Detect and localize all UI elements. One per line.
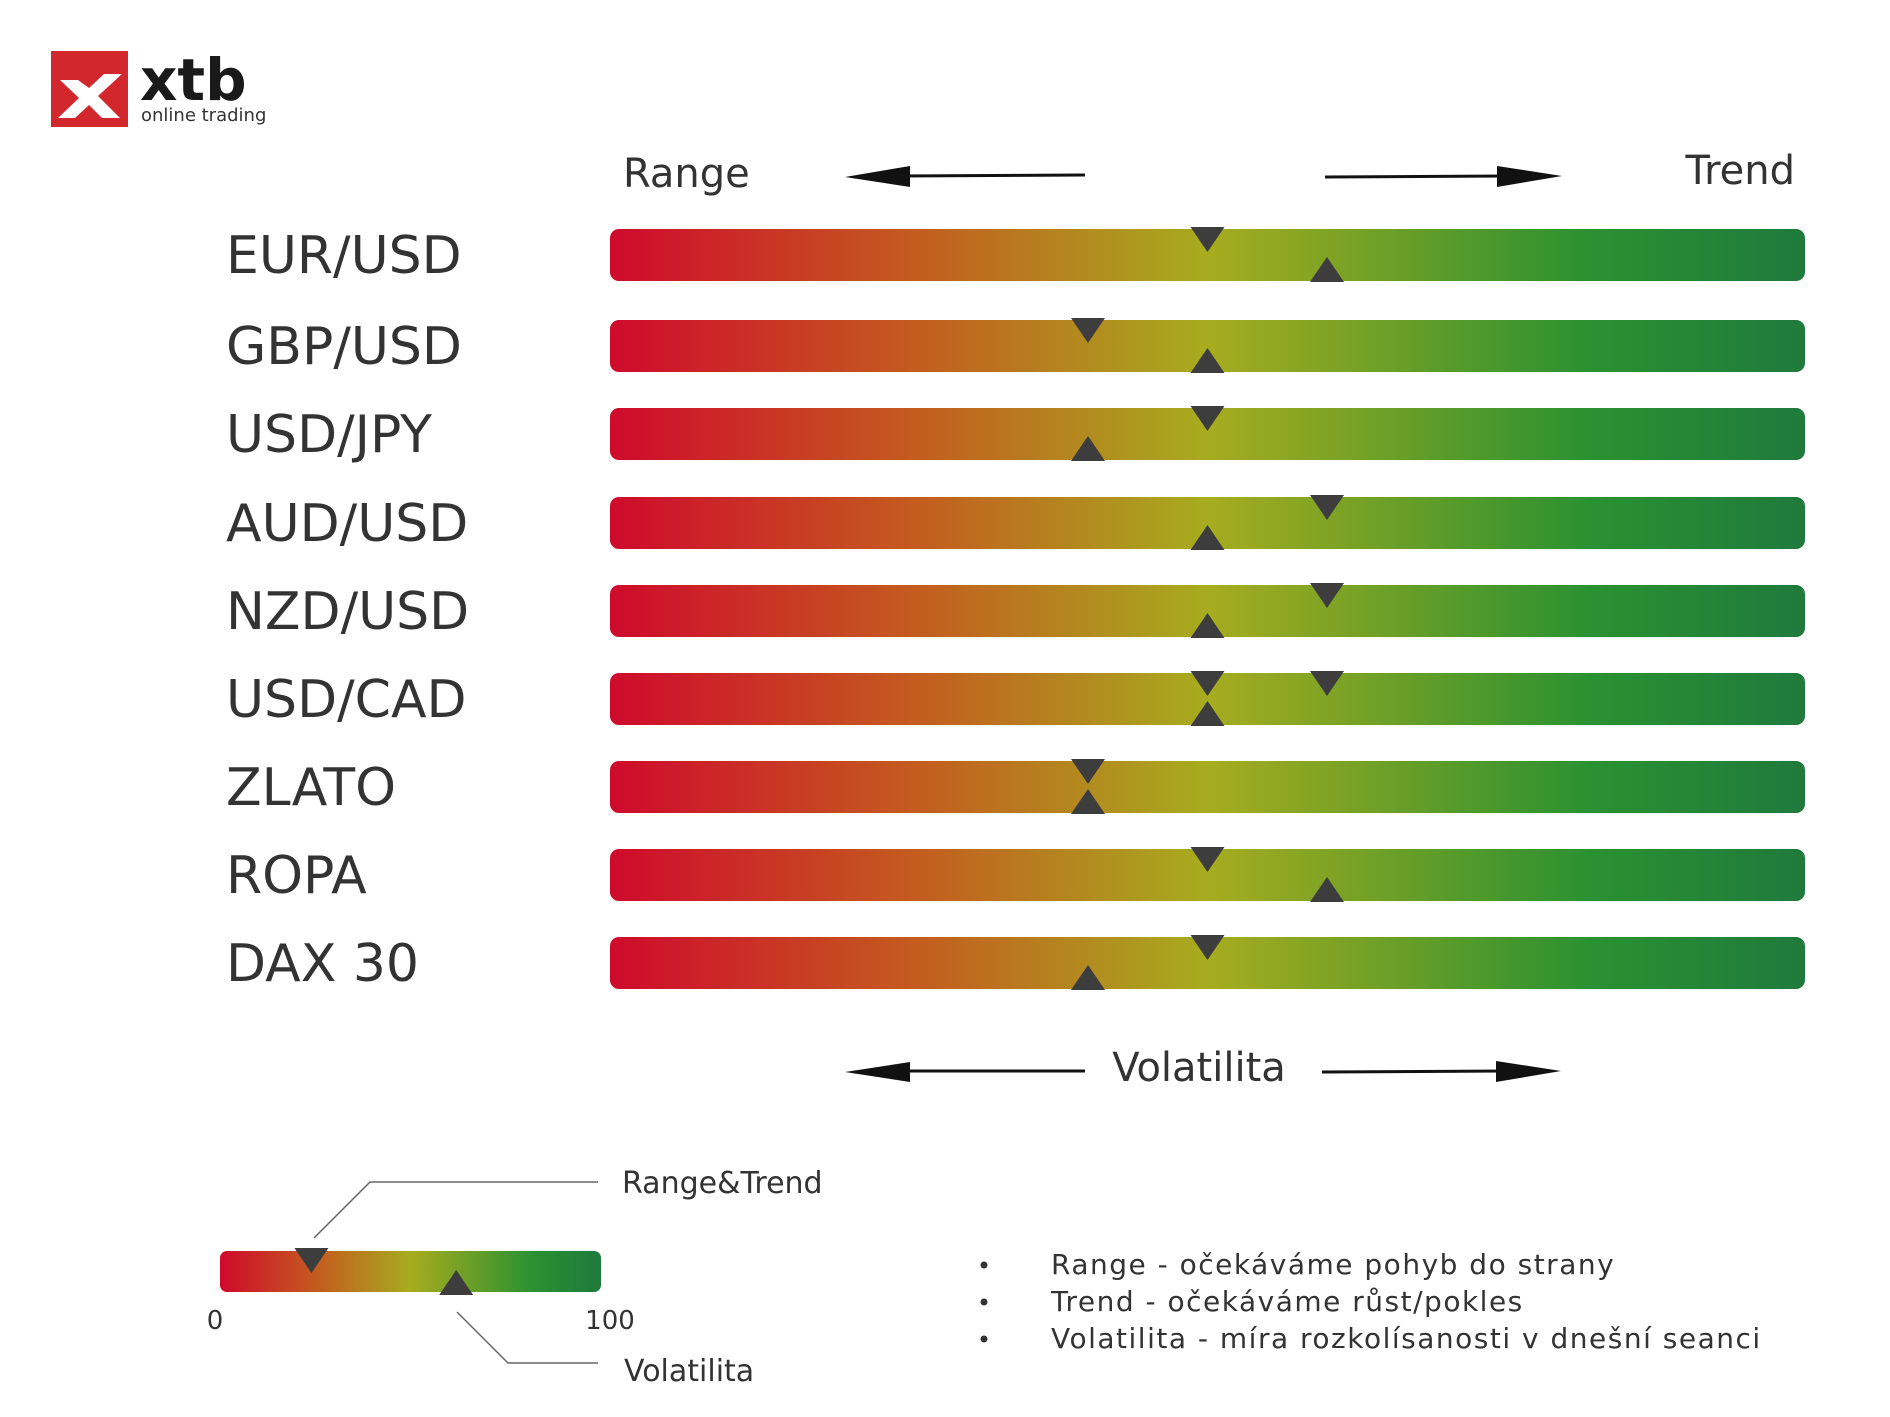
legend-min-label: 0 (207, 1306, 224, 1336)
legend-volatility-marker (439, 1270, 474, 1295)
volatility-marker (1071, 436, 1105, 461)
instrument-label: GBP/USD (226, 317, 462, 377)
range-trend-marker (1190, 847, 1225, 872)
bullet-icon (980, 1335, 988, 1343)
range-trend-marker (1310, 671, 1344, 696)
range-trend-marker (1310, 495, 1344, 520)
instrument-row: AUD/USD (226, 494, 1805, 554)
instrument-row: NZD/USD (226, 582, 1805, 642)
gradient-bar (610, 585, 1805, 637)
xtb-logo: xtb online trading (51, 46, 266, 127)
legend-bar (220, 1251, 601, 1292)
range-trend-marker (1190, 227, 1225, 252)
header-range-label: Range (623, 151, 750, 197)
logo-x-icon (58, 74, 122, 118)
note-item: Range - očekáváme pohyb do strany (1051, 1248, 1615, 1281)
footer-right-arrow-icon (1321, 1061, 1561, 1082)
instrument-label: DAX 30 (226, 934, 419, 994)
instrument-row: DAX 30 (226, 934, 1805, 994)
volatility-marker (1190, 613, 1225, 638)
legend-range-trend-label: Range&Trend (622, 1166, 823, 1201)
gradient-bar (610, 937, 1805, 989)
instrument-label: AUD/USD (226, 494, 468, 554)
instrument-row: USD/CAD (226, 670, 1805, 730)
logo-wordmark: xtb (140, 46, 247, 114)
gradient-bar (610, 849, 1805, 901)
volatility-marker (1190, 348, 1225, 373)
header-right-arrow-icon (1324, 166, 1562, 187)
gradient-bar (610, 761, 1805, 813)
bullet-icon (980, 1261, 988, 1269)
instrument-label: USD/JPY (226, 405, 432, 465)
instrument-label: NZD/USD (226, 582, 469, 642)
instrument-label: ZLATO (226, 758, 396, 818)
instrument-row: GBP/USD (226, 317, 1805, 377)
instrument-rows: EUR/USD GBP/USD USD/JPY AUD/USD NZD/USD USD/C… (226, 226, 1805, 994)
legend-leader-bottom (456, 1311, 598, 1364)
gradient-bar (610, 229, 1805, 281)
footer-volatility-label: Volatilita (1112, 1045, 1286, 1091)
gradient-bar (610, 673, 1805, 725)
instrument-row: USD/JPY (226, 405, 1805, 465)
instrument-row: EUR/USD (226, 226, 1805, 286)
instrument-label: EUR/USD (226, 226, 462, 286)
range-trend-marker (1190, 406, 1225, 431)
legend-leader-top (313, 1181, 598, 1239)
instrument-row: ZLATO (226, 758, 1805, 818)
range-trend-marker (1310, 583, 1344, 608)
volatility-marker (1310, 257, 1344, 282)
volatility-marker (1190, 701, 1225, 726)
footer-left-arrow-icon (845, 1062, 1085, 1082)
bullet-icon (980, 1298, 988, 1306)
range-trend-marker (1190, 935, 1225, 960)
volatility-marker (1190, 525, 1225, 550)
volatility-marker (1310, 877, 1344, 902)
header-trend-label: Trend (1685, 148, 1795, 194)
instrument-row: ROPA (226, 846, 1805, 906)
gradient-bar (610, 497, 1805, 549)
range-trend-marker (1071, 759, 1105, 784)
legend-range-trend-marker (294, 1248, 329, 1273)
note-item: Trend - očekáváme růst/pokles (1050, 1285, 1524, 1318)
range-trend-marker (1071, 318, 1105, 343)
instrument-label: ROPA (226, 846, 367, 906)
notes-list: Range - očekáváme pohyb do strany Trend -… (980, 1248, 1762, 1355)
legend-volatility-label: Volatilita (624, 1354, 754, 1389)
volatility-marker (1071, 965, 1105, 990)
legend-max-label: 100 (585, 1306, 635, 1336)
note-item: Volatilita - míra rozkolísanosti v dnešn… (1051, 1322, 1762, 1355)
range-trend-marker (1190, 671, 1225, 696)
gradient-bar (610, 320, 1805, 372)
logo-tagline: online trading (141, 105, 266, 126)
legend: Range&Trend Volatilita 0 100 (207, 1166, 823, 1389)
header-left-arrow-icon (845, 166, 1086, 187)
instrument-label: USD/CAD (226, 670, 467, 730)
gradient-bar (610, 408, 1805, 460)
volatility-marker (1071, 789, 1105, 814)
